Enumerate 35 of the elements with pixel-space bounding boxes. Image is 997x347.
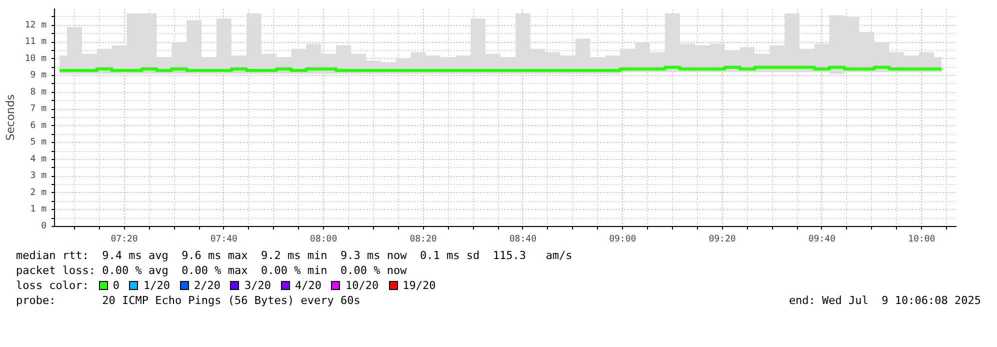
y-tick-label: 1 m xyxy=(30,204,47,215)
y-tick-label: 12 m xyxy=(24,20,47,30)
x-tick-label: 08:40 xyxy=(509,234,536,244)
y-axis-title: Seconds xyxy=(4,94,17,141)
legend-label: 19/20 xyxy=(402,278,436,293)
y-tick-label: 2 m xyxy=(30,188,47,198)
x-tick-label: 07:40 xyxy=(210,234,238,244)
legend-label: 4/20 xyxy=(294,278,322,293)
x-tick-label: 09:40 xyxy=(808,234,836,244)
text: probe: 20 ICMP Echo Pings (56 Bytes) every 60s xyxy=(16,293,360,308)
text: packet loss: 0.00 % avg 0.00 % max 0.00 % min 0.00 % now xyxy=(16,263,407,278)
y-tick-label: 7 m xyxy=(30,104,47,114)
legend-label: 2/20 xyxy=(194,278,220,293)
legend-label: 10/20 xyxy=(345,278,379,293)
text: median rtt: 9.4 ms avg 9.6 ms max 9.2 ms min 9.3 ms now 0.1 ms sd 115.3 am/s xyxy=(16,248,572,263)
y-tick-label: 10 m xyxy=(24,54,47,64)
y-tick-label: 6 m xyxy=(30,120,47,131)
x-tick-label: 08:00 xyxy=(310,234,338,244)
y-tick-label: 0 xyxy=(41,222,47,232)
x-tick-label: 09:00 xyxy=(609,234,636,244)
x-tick-label: 07:20 xyxy=(110,234,138,244)
y-tick-label: 4 m xyxy=(30,154,47,164)
y-tick-label: 5 m xyxy=(30,138,47,148)
y-tick-label: 8 m xyxy=(30,87,47,98)
x-tick-label: 08:20 xyxy=(410,234,437,244)
y-tick-label: 11 m xyxy=(24,37,47,48)
legend-label: 3/20 xyxy=(244,278,271,293)
text: end: Wed Jul 9 10:06:08 2025 xyxy=(788,293,981,308)
y-tick-label: 3 m xyxy=(30,171,47,182)
x-tick-label: 10:00 xyxy=(908,234,936,244)
y-tick-label: 9 m xyxy=(30,70,47,81)
legend-title: loss color: xyxy=(16,278,89,293)
legend-label: 0 xyxy=(112,278,120,293)
legend-label: 1/20 xyxy=(143,278,170,293)
x-tick-label: 09:20 xyxy=(708,234,736,244)
